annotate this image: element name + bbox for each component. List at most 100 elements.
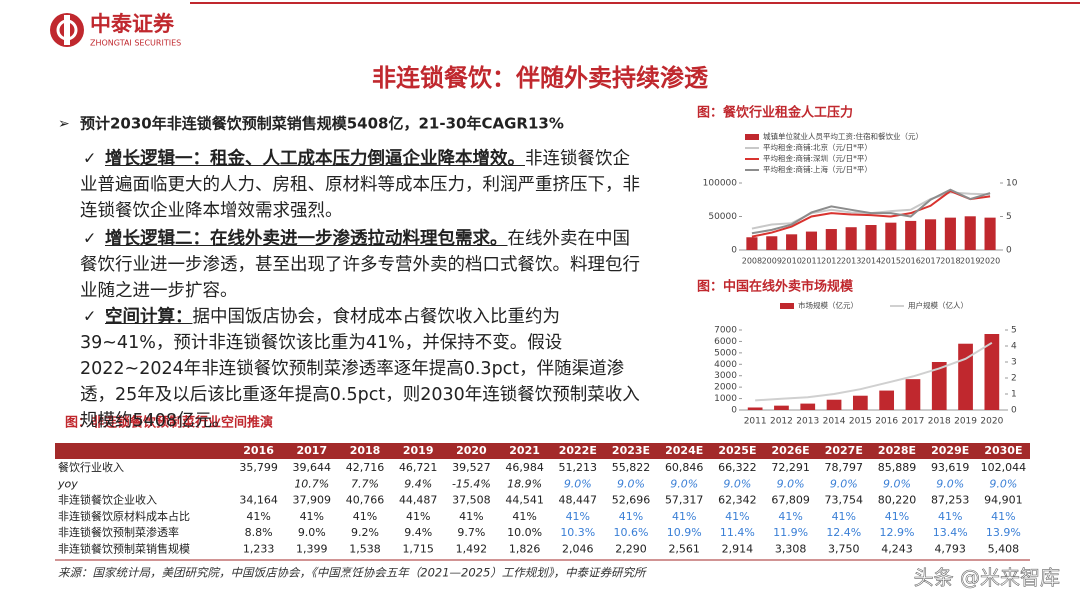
legend-label: 城镇单位就业人员平均工资:住宿和餐饮业（元）: [763, 131, 923, 141]
table-cell: 41%: [512, 510, 536, 523]
x-tick-label: 2008: [742, 257, 762, 266]
table-cell: 93,619: [931, 461, 970, 474]
table-cell: 40,766: [346, 494, 385, 507]
y-tick-label: 6000: [714, 337, 737, 347]
row-label: 非连锁餐饮预制菜销售规模: [58, 542, 190, 556]
y2-tick-label: 10: [1006, 179, 1018, 189]
table-title: 图：非连锁餐饮预制菜行业空间推演: [65, 415, 273, 431]
row-label: 非连锁餐饮企业收入: [58, 493, 157, 507]
bar: [825, 229, 837, 250]
table-cell: 37,508: [452, 494, 491, 507]
y-tick-label: 0: [731, 246, 737, 256]
y2-tick-label: 2: [1011, 374, 1017, 384]
table-cell: 85,889: [878, 461, 917, 474]
table-cell: 44,487: [399, 494, 438, 507]
point-heading: 增长逻辑二：在线外卖进一步渗透拉动料理包需求。: [105, 229, 508, 249]
check: ✓: [83, 229, 96, 248]
table-cell: 9.0%: [564, 477, 592, 490]
x-tick-label: 2020: [980, 257, 1000, 266]
table-header: 2019: [403, 444, 434, 457]
table-cell: 18.9%: [507, 477, 542, 490]
table-cell: 41%: [938, 510, 962, 523]
y2-tick-label: 1: [1011, 390, 1017, 400]
point-body: 据中国饭店协会，食材成本占餐饮收入比重约为39~41%，预计非连锁餐饮该比重为4…: [80, 307, 640, 431]
row-label: yoy: [57, 477, 78, 490]
y2-tick-label: 0: [1006, 246, 1012, 256]
table-cell: 48,447: [559, 494, 598, 507]
y-tick-label: 1000: [714, 394, 737, 404]
legend-label: 平均租金:商铺:深圳（元/日*平）: [763, 153, 872, 163]
y-tick-label: 5000: [714, 348, 737, 358]
table-cell: 41%: [300, 510, 324, 523]
bar: [800, 403, 816, 410]
table-cell: 7.7%: [351, 477, 379, 490]
table-cell: 9.0%: [298, 526, 326, 539]
table-header: 2025E: [718, 444, 756, 457]
bar: [905, 379, 921, 410]
y2-tick-label: 0: [1011, 406, 1017, 416]
y2-tick-label: 5: [1011, 326, 1017, 336]
table-cell: 10.7%: [294, 477, 329, 490]
table-cell: 80,220: [878, 494, 917, 507]
bar: [984, 334, 1000, 410]
table-cell: 12.4%: [826, 526, 861, 539]
table-cell: 9.4%: [404, 477, 432, 490]
point: 增长逻辑一：租金、人工成本压力倒逼企业降本增效。非连锁餐饮企业普遍面临更大的人力…: [80, 146, 646, 224]
table-header: 2018: [350, 444, 381, 457]
x-tick-label: 2010: [781, 257, 801, 266]
legend-label: 平均租金:商铺:上海（元/日*平）: [763, 164, 872, 174]
x-tick-label: 2012: [770, 417, 793, 427]
table-header: 2021: [509, 444, 540, 457]
x-tick-label: 2018: [940, 257, 960, 266]
bar: [885, 222, 897, 250]
chart-title: 图：中国在线外卖市场规模: [697, 279, 854, 295]
bar: [931, 362, 947, 410]
bar: [852, 395, 868, 410]
bar: [924, 219, 937, 250]
y2-tick-label: 3: [1011, 358, 1017, 368]
bar: [774, 405, 789, 410]
table-cell: 10.6%: [614, 526, 649, 539]
x-tick-label: 2020: [980, 417, 1003, 427]
table-cell: 60,846: [665, 461, 704, 474]
table-cell: 41%: [246, 510, 270, 523]
x-tick-label: 2017: [920, 257, 940, 266]
table-cell: 11.4%: [720, 526, 755, 539]
table-cell: 62,342: [718, 494, 757, 507]
table-cell: 72,291: [771, 461, 810, 474]
table-cell: 8.8%: [245, 526, 273, 539]
table-cell: 1,399: [296, 543, 328, 556]
legend-label: 市场规模（亿元）: [798, 300, 858, 310]
y2-tick-label: 5: [1006, 212, 1012, 222]
bar: [879, 390, 895, 410]
bar: [766, 236, 778, 250]
point-heading: 空间计算：: [105, 307, 193, 327]
bar: [984, 217, 996, 250]
bullet: ➢: [58, 116, 70, 132]
x-tick-label: 2015: [849, 417, 872, 427]
logo-text: 中泰证券: [90, 12, 175, 36]
x-tick-label: 2017: [901, 417, 924, 427]
bar: [845, 227, 857, 250]
line: [751, 188, 991, 235]
table-cell: 41%: [991, 510, 1015, 523]
table-header: 2024E: [665, 444, 703, 457]
x-tick-label: 2018: [928, 417, 951, 427]
table-cell: 41%: [725, 510, 749, 523]
x-tick-label: 2016: [901, 257, 921, 266]
table-cell: 41%: [459, 510, 483, 523]
table-cell: 39,527: [452, 461, 491, 474]
table-cell: 9.0%: [989, 477, 1017, 490]
table-cell: 35,799: [239, 461, 278, 474]
table-cell: 78,797: [825, 461, 864, 474]
line: [751, 189, 991, 238]
row-label: 餐饮行业收入: [58, 460, 124, 474]
table-cell: 9.7%: [457, 526, 485, 539]
table-cell: 46,721: [399, 461, 438, 474]
table-cell: 2,046: [562, 543, 594, 556]
table-cell: 4,793: [934, 543, 966, 556]
table-header: 2020: [456, 444, 487, 457]
legend-swatch: [780, 303, 794, 309]
table-cell: 9.0%: [617, 477, 645, 490]
table-cell: 41%: [406, 510, 430, 523]
